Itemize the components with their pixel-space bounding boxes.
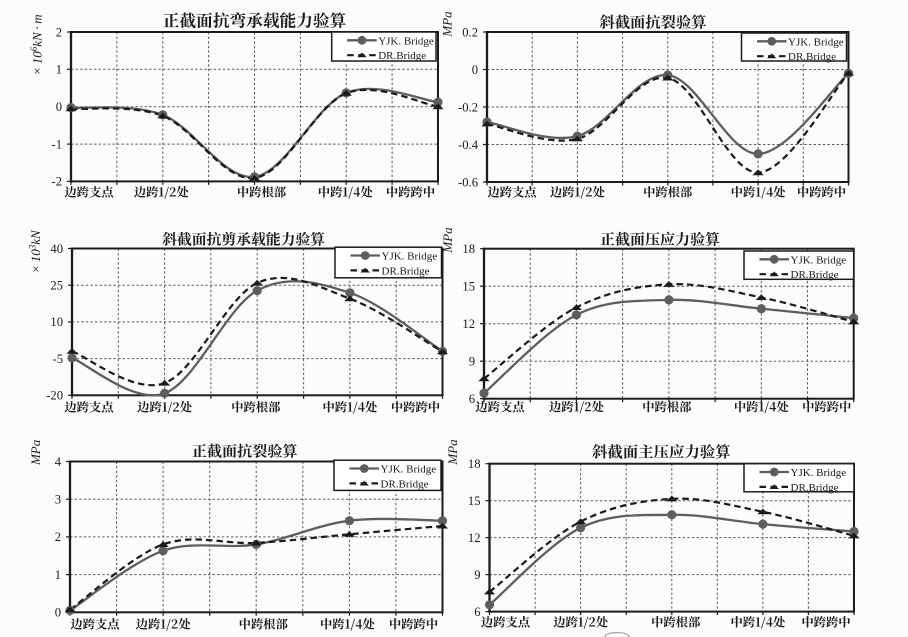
- svg-text:DR.Bridge: DR.Bridge: [381, 478, 429, 490]
- svg-text:0: 0: [55, 606, 61, 620]
- svg-text:YJK. Bridge: YJK. Bridge: [381, 464, 437, 476]
- svg-text:DR.Bridge: DR.Bridge: [791, 482, 839, 494]
- svg-text:MPa: MPa: [445, 439, 460, 466]
- svg-text:15: 15: [468, 494, 481, 508]
- svg-text:18: 18: [468, 457, 481, 471]
- svg-text:1: 1: [56, 63, 62, 77]
- svg-text:0: 0: [472, 63, 478, 77]
- svg-text:MPa: MPa: [28, 439, 43, 466]
- svg-text:-2: -2: [52, 175, 63, 189]
- svg-text:6: 6: [469, 392, 475, 406]
- svg-text:DR.Bridge: DR.Bridge: [382, 265, 430, 277]
- svg-text:12: 12: [462, 317, 475, 331]
- svg-text:9: 9: [474, 568, 480, 582]
- svg-text:DR.Bridge: DR.Bridge: [378, 50, 426, 62]
- svg-text:40: 40: [50, 242, 63, 256]
- svg-text:YJK. Bridge: YJK. Bridge: [791, 467, 847, 479]
- svg-text:18: 18: [462, 242, 475, 256]
- svg-text:3: 3: [55, 493, 61, 507]
- svg-text:YJK. Bridge: YJK. Bridge: [382, 251, 438, 263]
- svg-text:DR.Bridge: DR.Bridge: [791, 269, 839, 281]
- svg-text:-0.6: -0.6: [458, 175, 478, 189]
- svg-text:YJK. Bridge: YJK. Bridge: [378, 35, 434, 47]
- svg-text:-5: -5: [53, 352, 64, 366]
- svg-text:× 106kN · m: × 106kN · m: [29, 14, 45, 75]
- svg-text:9: 9: [469, 355, 475, 369]
- svg-text:YJK. Bridge: YJK. Bridge: [788, 36, 844, 48]
- svg-text:4: 4: [55, 455, 62, 469]
- svg-text:6: 6: [474, 605, 480, 619]
- svg-text:0: 0: [56, 100, 62, 114]
- svg-text:-0.2: -0.2: [458, 100, 478, 114]
- svg-text:-0.4: -0.4: [458, 138, 479, 152]
- svg-text:25: 25: [50, 279, 63, 293]
- svg-text:1: 1: [55, 568, 61, 582]
- svg-text:2: 2: [55, 530, 61, 544]
- svg-text:MPa: MPa: [440, 227, 455, 254]
- svg-text:DR.Bridge: DR.Bridge: [788, 51, 836, 63]
- svg-text:MPa: MPa: [440, 11, 455, 38]
- svg-text:2: 2: [56, 25, 62, 39]
- svg-text:× 103kN: × 103kN: [28, 229, 44, 274]
- svg-text:10: 10: [50, 315, 63, 329]
- svg-text:0.2: 0.2: [462, 25, 478, 39]
- svg-text:YJK. Bridge: YJK. Bridge: [791, 254, 847, 266]
- svg-text:12: 12: [468, 531, 481, 545]
- svg-text:-1: -1: [52, 137, 63, 151]
- svg-text:15: 15: [462, 280, 475, 294]
- svg-text:-20: -20: [46, 389, 63, 403]
